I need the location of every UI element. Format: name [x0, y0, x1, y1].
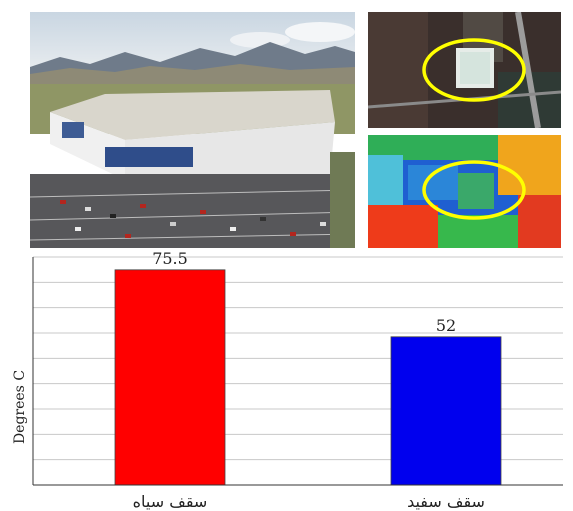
category-label-0: سقف سیاه [133, 492, 208, 511]
bar-value-label-1: 52 [436, 316, 456, 335]
chart-labels: 75.5 سقف سیاه 52 سقف سفید [133, 252, 485, 511]
category-label-1: سقف سفید [407, 492, 485, 511]
temperature-bar-chart: 75.5 سقف سیاه 52 سقف سفید Degrees C [0, 252, 573, 511]
bar-0 [114, 269, 226, 486]
warehouse-aerial-photo [30, 12, 355, 248]
bar-value-label-0: 75.5 [152, 252, 188, 268]
chart-bars [114, 269, 502, 486]
bar-1 [390, 336, 502, 486]
satellite-photo [368, 12, 561, 128]
chart-svg: 75.5 سقف سیاه 52 سقف سفید Degrees C [12, 252, 563, 511]
y-axis-label: Degrees C [12, 370, 28, 444]
thermal-image [368, 135, 561, 248]
